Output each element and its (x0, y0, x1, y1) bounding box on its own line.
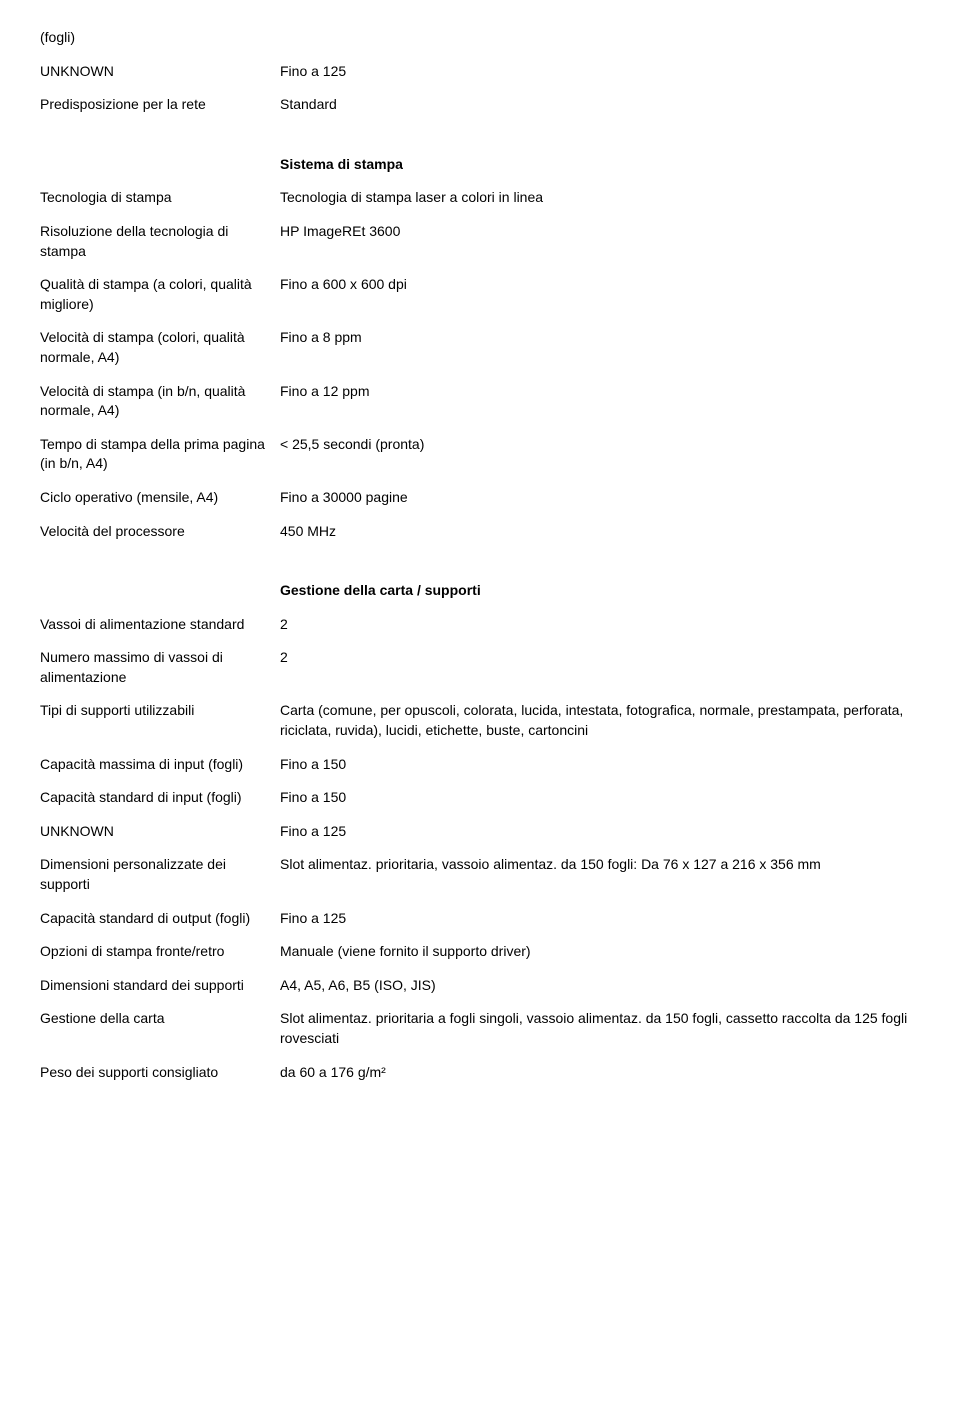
spec-value: 450 MHz (280, 522, 920, 542)
spec-row: UNKNOWN Fino a 125 (40, 822, 920, 842)
spec-row: Tecnologia di stampa Tecnologia di stamp… (40, 188, 920, 208)
spec-value: Tecnologia di stampa laser a colori in l… (280, 188, 920, 208)
spec-value: Fino a 125 (280, 822, 920, 842)
spec-label: Predisposizione per la rete (40, 95, 280, 115)
spec-value: Slot alimentaz. prioritaria a fogli sing… (280, 1009, 920, 1048)
spec-label: Tecnologia di stampa (40, 188, 280, 208)
spec-row: (fogli) (40, 28, 920, 48)
spec-row: Numero massimo di vassoi di alimentazion… (40, 648, 920, 687)
spec-value: Fino a 12 ppm (280, 382, 920, 421)
spec-row: Velocità di stampa (in b/n, qualità norm… (40, 382, 920, 421)
spec-label: Velocità di stampa (colori, qualità norm… (40, 328, 280, 367)
spec-value (280, 28, 920, 48)
spec-label: (fogli) (40, 28, 280, 48)
spec-row: Ciclo operativo (mensile, A4) Fino a 300… (40, 488, 920, 508)
spec-value: Fino a 600 x 600 dpi (280, 275, 920, 314)
spec-label: Velocità del processore (40, 522, 280, 542)
spec-label: UNKNOWN (40, 62, 280, 82)
spec-row: Capacità standard di output (fogli) Fino… (40, 909, 920, 929)
spec-row: Gestione della carta Slot alimentaz. pri… (40, 1009, 920, 1048)
spec-label: Tipi di supporti utilizzabili (40, 701, 280, 740)
spec-value: < 25,5 secondi (pronta) (280, 435, 920, 474)
section-heading-row: Sistema di stampa (40, 155, 920, 175)
spec-label: Numero massimo di vassoi di alimentazion… (40, 648, 280, 687)
spec-value: da 60 a 176 g/m² (280, 1063, 920, 1083)
spec-row: Tempo di stampa della prima pagina (in b… (40, 435, 920, 474)
spec-label: UNKNOWN (40, 822, 280, 842)
section-heading-spacer (40, 581, 280, 601)
spec-row: Predisposizione per la rete Standard (40, 95, 920, 115)
spec-row: Tipi di supporti utilizzabili Carta (com… (40, 701, 920, 740)
spec-label: Gestione della carta (40, 1009, 280, 1048)
spec-value: Fino a 30000 pagine (280, 488, 920, 508)
spec-value: Fino a 150 (280, 788, 920, 808)
spec-label: Capacità massima di input (fogli) (40, 755, 280, 775)
spec-label: Ciclo operativo (mensile, A4) (40, 488, 280, 508)
spec-label: Tempo di stampa della prima pagina (in b… (40, 435, 280, 474)
spec-row: Qualità di stampa (a colori, qualità mig… (40, 275, 920, 314)
spec-row: Vassoi di alimentazione standard 2 (40, 615, 920, 635)
spec-row: UNKNOWN Fino a 125 (40, 62, 920, 82)
spec-label: Dimensioni personalizzate dei supporti (40, 855, 280, 894)
spec-value: 2 (280, 615, 920, 635)
spec-label: Capacità standard di output (fogli) (40, 909, 280, 929)
spec-value: HP ImageREt 3600 (280, 222, 920, 261)
section-heading: Sistema di stampa (280, 155, 920, 175)
spec-label: Vassoi di alimentazione standard (40, 615, 280, 635)
spec-row: Dimensioni personalizzate dei supporti S… (40, 855, 920, 894)
spec-value: Fino a 150 (280, 755, 920, 775)
spec-label: Qualità di stampa (a colori, qualità mig… (40, 275, 280, 314)
spec-label: Velocità di stampa (in b/n, qualità norm… (40, 382, 280, 421)
spec-row: Opzioni di stampa fronte/retro Manuale (… (40, 942, 920, 962)
spec-value: Standard (280, 95, 920, 115)
spec-value: Fino a 125 (280, 909, 920, 929)
spec-row: Capacità massima di input (fogli) Fino a… (40, 755, 920, 775)
spec-label: Opzioni di stampa fronte/retro (40, 942, 280, 962)
spec-label: Dimensioni standard dei supporti (40, 976, 280, 996)
spec-row: Dimensioni standard dei supporti A4, A5,… (40, 976, 920, 996)
spec-label: Peso dei supporti consigliato (40, 1063, 280, 1083)
spec-value: A4, A5, A6, B5 (ISO, JIS) (280, 976, 920, 996)
section-heading-spacer (40, 155, 280, 175)
spec-value: Manuale (viene fornito il supporto drive… (280, 942, 920, 962)
spec-value: Fino a 125 (280, 62, 920, 82)
section-heading-row: Gestione della carta / supporti (40, 581, 920, 601)
spec-value: Fino a 8 ppm (280, 328, 920, 367)
spec-row: Risoluzione della tecnologia di stampa H… (40, 222, 920, 261)
spec-value: Carta (comune, per opuscoli, colorata, l… (280, 701, 920, 740)
spec-row: Peso dei supporti consigliato da 60 a 17… (40, 1063, 920, 1083)
spec-label: Risoluzione della tecnologia di stampa (40, 222, 280, 261)
spec-row: Velocità di stampa (colori, qualità norm… (40, 328, 920, 367)
spec-row: Capacità standard di input (fogli) Fino … (40, 788, 920, 808)
spec-value: 2 (280, 648, 920, 687)
section-heading: Gestione della carta / supporti (280, 581, 920, 601)
spec-row: Velocità del processore 450 MHz (40, 522, 920, 542)
spec-label: Capacità standard di input (fogli) (40, 788, 280, 808)
spec-value: Slot alimentaz. prioritaria, vassoio ali… (280, 855, 920, 894)
